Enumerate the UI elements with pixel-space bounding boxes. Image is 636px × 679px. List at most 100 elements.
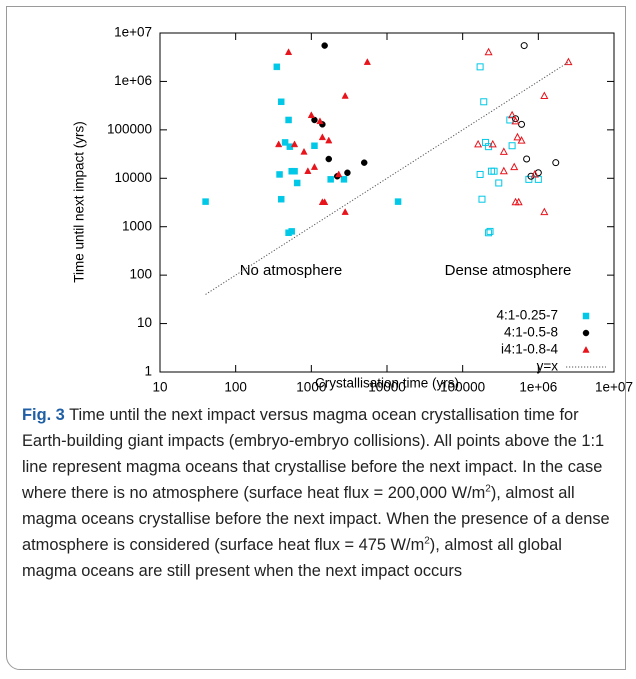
point [486,227,494,235]
caption-superscript: 2 [485,483,491,495]
point [277,195,285,203]
point [285,116,292,124]
point [394,198,402,205]
y-tick-label: 100 [129,267,152,282]
legend-label: 4:1-0.5-8 [504,325,558,340]
caption-label: Fig. 3 [22,406,65,424]
point [293,179,301,187]
y-tick-label: 1000 [122,218,152,233]
point [307,111,315,119]
caption-text: ), almost all magma oceans crystallise b… [22,484,610,554]
point [277,98,285,106]
point [310,163,319,170]
point [363,58,371,65]
point [325,136,333,144]
point [318,133,327,141]
reference-line [205,61,569,295]
point [552,159,560,167]
point [321,42,328,49]
point [344,169,351,177]
point [276,171,283,178]
y-tick-label: 10 [137,315,152,330]
point [474,139,483,148]
point [476,63,484,71]
caption-text: Time until the next impact versus magma … [22,406,605,502]
point [478,195,486,203]
point [341,91,349,99]
y-tick-label: 10000 [114,170,152,185]
x-tick-label: 100000 [440,380,485,395]
x-tick-label: 10000 [368,380,406,395]
y-tick-label: 100000 [107,121,152,136]
point [311,142,318,149]
chart: Crystallisation time (yrs) Time until ne… [72,25,633,395]
legend-label: i4:1-0.8-4 [501,342,559,357]
point [511,116,520,125]
legend-label: 4:1-0.25-7 [496,308,558,323]
point [291,167,298,175]
y-tick-label: 1e+07 [114,25,152,40]
point [484,47,493,56]
y-axis-title: Time until next impact (yrs) [72,121,87,283]
point [316,117,324,125]
point [488,139,497,148]
point [518,120,526,128]
point [514,197,523,206]
point [534,175,542,183]
point [508,110,517,119]
caption-superscript: 2 [424,535,430,547]
caption-text: ), almost all global magma oceans are st… [22,536,562,580]
legend-marker [582,345,590,353]
point [527,172,535,180]
point [335,170,343,178]
point [281,139,289,146]
point [520,42,528,50]
point [300,147,308,155]
x-tick-label: 100 [224,380,247,395]
point [564,57,573,66]
x-tick-label: 10 [152,380,167,395]
point [304,167,312,174]
point [510,162,519,171]
point [499,166,508,175]
point [288,228,295,235]
point [275,140,283,148]
x-tick-label: 1e+06 [519,380,557,395]
point [517,136,526,144]
annotation: No atmosphere [240,262,343,279]
point [523,155,531,163]
point [284,48,293,56]
point [325,155,333,163]
point [512,115,520,123]
point [327,176,334,183]
point [340,176,348,183]
legend-label: y=x [537,359,559,374]
point [476,170,484,178]
y-tick-label: 1e+06 [114,73,152,88]
point [273,63,281,71]
y-tick-label: 1 [144,364,152,379]
point [360,159,368,166]
point [540,91,549,100]
point [513,132,522,141]
point [202,198,209,205]
caption: Fig. 3 Time until the next impact versus… [22,402,618,584]
point [499,147,508,155]
point [480,98,488,106]
point [530,169,539,178]
point [495,179,503,187]
point [540,207,549,216]
legend-marker [582,329,590,337]
point [290,140,299,148]
point [311,116,318,124]
x-tick-label: 1000 [296,380,326,395]
point [485,229,493,237]
annotation: Dense atmosphere [445,262,572,279]
point [508,142,516,150]
x-tick-label: 1e+07 [595,380,633,395]
x-axis-title: Crystallisation time (yrs) [315,376,459,391]
point [341,208,349,215]
point [321,198,329,206]
point [490,167,498,175]
